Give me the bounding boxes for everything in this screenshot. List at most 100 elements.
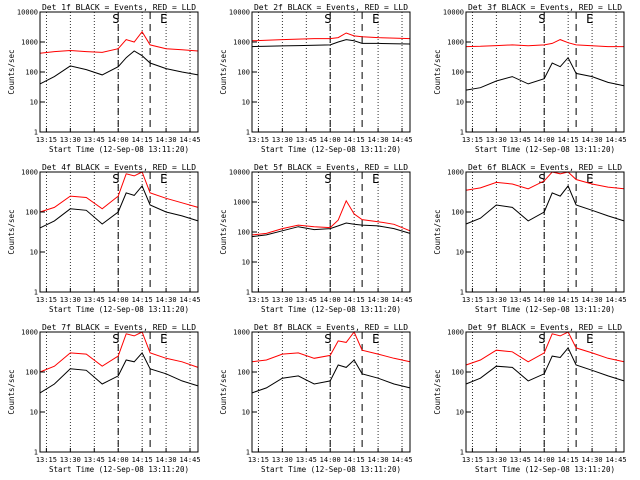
panel-1-title: Det 1f BLACK = Events, RED = LLD bbox=[42, 3, 196, 12]
panel-2-end-label: E bbox=[372, 12, 379, 26]
panel-8-frame bbox=[251, 331, 411, 453]
panel-3-xtick-label-1400: 14:00 bbox=[534, 136, 555, 144]
panel-5-xtick-label-1415: 14:15 bbox=[344, 296, 365, 304]
panel-6-title: Det 6f BLACK = Events, RED = LLD bbox=[468, 163, 622, 172]
panel-5-series-events bbox=[251, 222, 411, 238]
panel-7-series-lld bbox=[39, 331, 199, 373]
panel-1-xtick-label-1400: 14:00 bbox=[108, 136, 129, 144]
panel-2-ytick-label-1: 1 bbox=[246, 129, 250, 137]
panel-1-ytick-label-1: 1 bbox=[34, 129, 38, 137]
panel-6-ylabel: Counts/sec bbox=[433, 209, 442, 254]
panel-5-xtick-label-1345: 13:45 bbox=[296, 296, 317, 304]
panel-2-xtick-label-1445: 14:45 bbox=[391, 136, 412, 144]
panel-9-xtick-label-1430: 14:30 bbox=[582, 456, 603, 464]
panel-3-series-lld bbox=[465, 39, 624, 48]
panel-1-ytick-label-1000: 1000 bbox=[21, 39, 38, 47]
panel-7-series-events bbox=[39, 352, 199, 394]
panel-9-title: Det 9f BLACK = Events, RED = LLD bbox=[468, 323, 622, 332]
panel-7-end-label: E bbox=[160, 332, 167, 346]
panel-3-ylabel: Counts/sec bbox=[433, 49, 442, 94]
panel-7-ytick-label-10: 10 bbox=[30, 409, 38, 417]
panel-5-ytick-label-100: 100 bbox=[237, 229, 250, 237]
panel-5-start-label: S bbox=[324, 172, 331, 186]
panel-6-ytick-label-100: 100 bbox=[451, 209, 464, 217]
panel-6-xtick-label-1315: 13:15 bbox=[462, 296, 483, 304]
panel-2-xtick-label-1400: 14:00 bbox=[320, 136, 341, 144]
panel-2-series-events bbox=[251, 39, 411, 48]
panel-8-start-label: S bbox=[324, 332, 331, 346]
panel-7-xtick-label-1315: 13:15 bbox=[36, 456, 57, 464]
panel-1-xtick-label-1330: 13:30 bbox=[60, 136, 81, 144]
panel-4-start-label: S bbox=[112, 172, 119, 186]
panel-8-ytick-label-10: 10 bbox=[242, 409, 250, 417]
panel-5-xtick-label-1400: 14:00 bbox=[320, 296, 341, 304]
panel-9-end-label: E bbox=[586, 332, 593, 346]
panel-3-ytick-label-1: 1 bbox=[460, 129, 464, 137]
panel-4-xtick-label-1430: 14:30 bbox=[156, 296, 177, 304]
panel-2-ytick-label-10: 10 bbox=[242, 99, 250, 107]
panel-1-start-label: S bbox=[112, 12, 119, 26]
panel-3-start-label: S bbox=[538, 12, 545, 26]
panel-3-ytick-label-10: 10 bbox=[456, 99, 464, 107]
panel-8-xlabel: Start Time (12-Sep-08 13:11:20) bbox=[261, 465, 401, 474]
panel-3-xtick-label-1330: 13:30 bbox=[486, 136, 507, 144]
panel-6-series-events bbox=[465, 184, 625, 225]
panel-7-xtick-label-1345: 13:45 bbox=[84, 456, 105, 464]
panel-7-xtick-label-1445: 14:45 bbox=[179, 456, 200, 464]
panel-3-xtick-label-1445: 14:45 bbox=[605, 136, 626, 144]
panel-9-ytick-label-1: 1 bbox=[460, 449, 464, 457]
panel-3-ytick-label-1000: 1000 bbox=[447, 39, 464, 47]
panel-4-frame bbox=[39, 171, 199, 293]
panel-1-xtick-label-1345: 13:45 bbox=[84, 136, 105, 144]
panel-4-xtick-label-1415: 14:15 bbox=[132, 296, 153, 304]
panel-4-ytick-label-1: 1 bbox=[34, 289, 38, 297]
panel-5-ylabel: Counts/sec bbox=[219, 209, 228, 254]
panel-1-xtick-label-1415: 14:15 bbox=[132, 136, 153, 144]
panel-1-ytick-label-10000: 10000 bbox=[17, 9, 38, 17]
panel-4-ylabel: Counts/sec bbox=[7, 209, 16, 254]
panel-4-xtick-label-1330: 13:30 bbox=[60, 296, 81, 304]
panel-2-ytick-label-1000: 1000 bbox=[233, 39, 250, 47]
panel-9-frame bbox=[465, 331, 625, 453]
panel-1-series-events bbox=[39, 50, 199, 85]
panel-2-xtick-label-1345: 13:45 bbox=[296, 136, 317, 144]
panel-8-xtick-label-1315: 13:15 bbox=[248, 456, 269, 464]
panel-7-xtick-label-1415: 14:15 bbox=[132, 456, 153, 464]
panel-6-start-label: S bbox=[538, 172, 545, 186]
panel-8-series-events bbox=[251, 359, 411, 394]
panel-2-xtick-label-1415: 14:15 bbox=[344, 136, 365, 144]
panel-6-xtick-label-1430: 14:30 bbox=[582, 296, 603, 304]
panel-4-ytick-label-10: 10 bbox=[30, 249, 38, 257]
panel-4-ytick-label-1000: 1000 bbox=[21, 169, 38, 177]
panel-9-xtick-label-1330: 13:30 bbox=[486, 456, 507, 464]
panel-4-xlabel: Start Time (12-Sep-08 13:11:20) bbox=[49, 305, 189, 314]
panel-1-ylabel: Counts/sec bbox=[7, 49, 16, 94]
panel-8-title: Det 8f BLACK = Events, RED = LLD bbox=[254, 323, 408, 332]
panel-2-ytick-label-10000: 10000 bbox=[229, 9, 250, 17]
panel-2-ylabel: Counts/sec bbox=[219, 49, 228, 94]
panel-8-ytick-label-1000: 1000 bbox=[233, 329, 250, 337]
panel-2-series-lld bbox=[251, 32, 411, 42]
panel-6-end-label: E bbox=[586, 172, 593, 186]
panel-9-ylabel: Counts/sec bbox=[433, 369, 442, 414]
panel-2-xlabel: Start Time (12-Sep-08 13:11:20) bbox=[261, 145, 401, 154]
panel-1-xtick-label-1315: 13:15 bbox=[36, 136, 57, 144]
panel-2-start-label: S bbox=[324, 12, 331, 26]
panel-3-ytick-label-10000: 10000 bbox=[443, 9, 464, 17]
panel-5-xtick-label-1445: 14:45 bbox=[391, 296, 412, 304]
panel-5-ytick-label-10: 10 bbox=[242, 259, 250, 267]
panel-2-xtick-label-1330: 13:30 bbox=[272, 136, 293, 144]
panel-6-xtick-label-1330: 13:30 bbox=[486, 296, 507, 304]
panel-7-xtick-label-1400: 14:00 bbox=[108, 456, 129, 464]
panel-3-xtick-label-1430: 14:30 bbox=[582, 136, 603, 144]
panel-9-ytick-label-1000: 1000 bbox=[447, 329, 464, 337]
panel-5-ytick-label-1000: 1000 bbox=[233, 199, 250, 207]
panel-1-ytick-label-100: 100 bbox=[25, 69, 38, 77]
